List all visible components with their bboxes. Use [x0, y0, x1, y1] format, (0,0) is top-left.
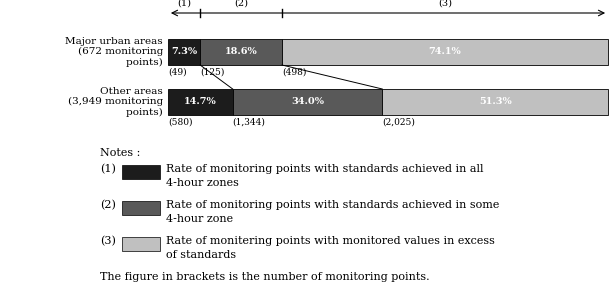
Text: (125): (125): [200, 68, 224, 77]
Text: Rate of monitoring points with standards achieved in some: Rate of monitoring points with standards…: [166, 200, 499, 210]
Text: (1): (1): [100, 164, 116, 174]
FancyBboxPatch shape: [122, 201, 160, 215]
Text: Rate of monitoring points with standards achieved in all: Rate of monitoring points with standards…: [166, 164, 483, 174]
FancyBboxPatch shape: [383, 89, 608, 115]
Text: (3): (3): [438, 0, 452, 8]
Text: 18.6%: 18.6%: [224, 48, 258, 57]
Text: Notes :: Notes :: [100, 148, 140, 158]
Text: 51.3%: 51.3%: [478, 98, 512, 106]
Text: 74.1%: 74.1%: [429, 48, 461, 57]
Text: 4-hour zones: 4-hour zones: [166, 178, 239, 188]
Text: Major urban areas
(672 monitoring
        points): Major urban areas (672 monitoring points…: [65, 37, 163, 67]
Text: of standards: of standards: [166, 250, 236, 260]
Text: 7.3%: 7.3%: [171, 48, 197, 57]
Text: (49): (49): [168, 68, 186, 77]
Text: (1): (1): [177, 0, 191, 8]
Text: The figure in brackets is the number of monitoring points.: The figure in brackets is the number of …: [100, 272, 430, 282]
FancyBboxPatch shape: [122, 237, 160, 251]
Text: 34.0%: 34.0%: [291, 98, 324, 106]
Text: 4-hour zone: 4-hour zone: [166, 214, 233, 224]
FancyBboxPatch shape: [200, 39, 282, 65]
FancyBboxPatch shape: [122, 165, 160, 179]
FancyBboxPatch shape: [168, 39, 200, 65]
FancyBboxPatch shape: [282, 39, 608, 65]
FancyBboxPatch shape: [168, 89, 232, 115]
Text: (2): (2): [100, 200, 116, 210]
Text: Rate of monitering points with monitored values in excess: Rate of monitering points with monitored…: [166, 236, 495, 246]
Text: (1,344): (1,344): [232, 118, 266, 127]
Text: (2): (2): [234, 0, 248, 8]
FancyBboxPatch shape: [232, 89, 383, 115]
Text: (498): (498): [282, 68, 306, 77]
Text: 14.7%: 14.7%: [184, 98, 216, 106]
Text: (3): (3): [100, 236, 116, 246]
Text: (2,025): (2,025): [383, 118, 415, 127]
Text: (580): (580): [168, 118, 192, 127]
Text: Other areas
(3,949 monitoring
        points): Other areas (3,949 monitoring points): [68, 87, 163, 117]
